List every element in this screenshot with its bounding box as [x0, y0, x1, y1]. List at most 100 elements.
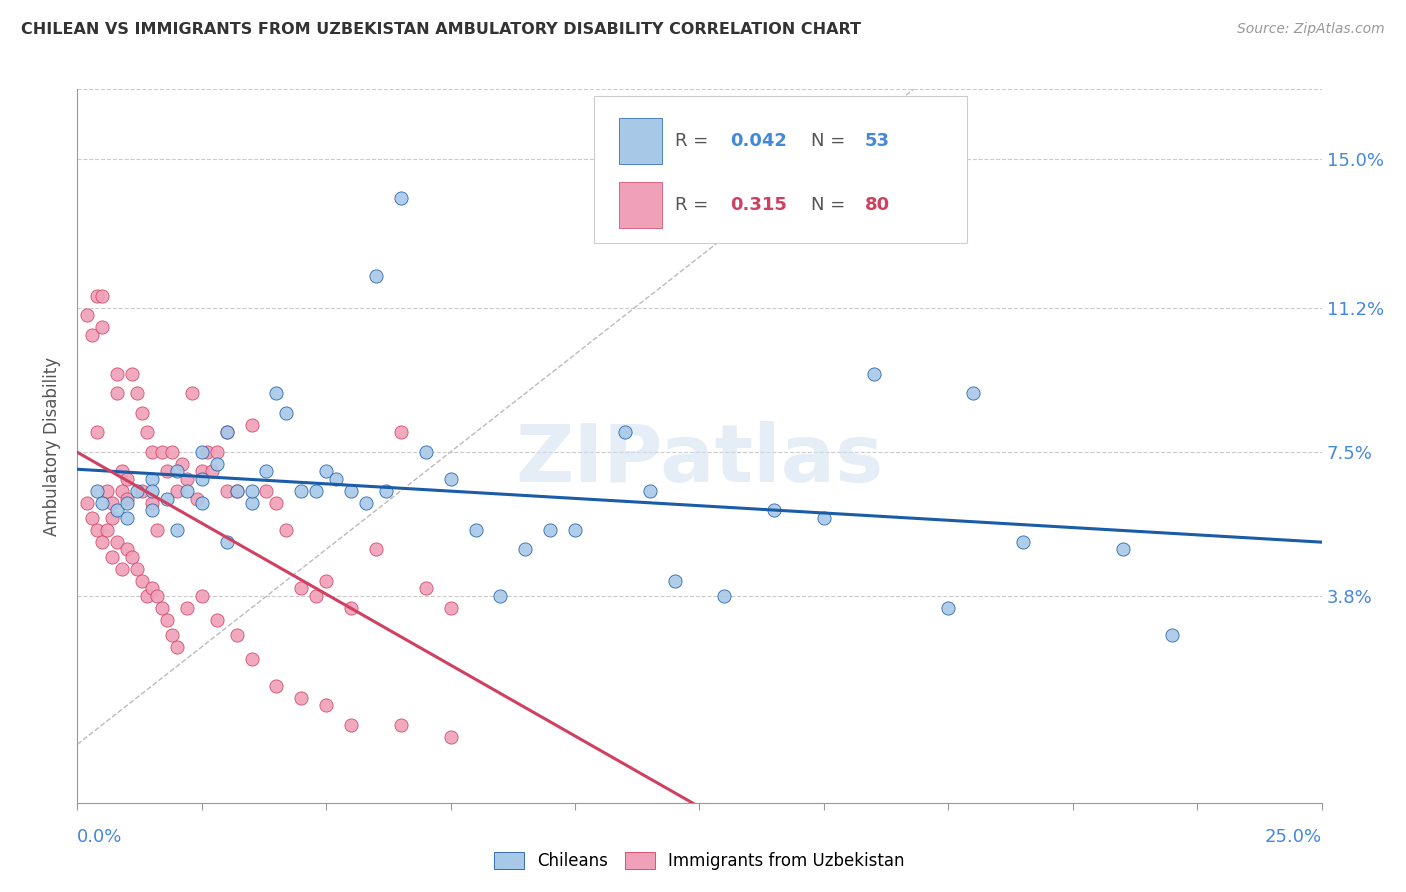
Point — [315, 574, 337, 588]
Point — [290, 690, 312, 705]
Point — [195, 445, 218, 459]
Point — [86, 289, 108, 303]
Point — [156, 464, 179, 478]
Point — [215, 425, 238, 440]
Point — [105, 386, 128, 401]
Point — [101, 550, 124, 565]
Point — [86, 523, 108, 537]
Text: 0.315: 0.315 — [731, 196, 787, 214]
Text: 0.042: 0.042 — [731, 132, 787, 150]
Point — [141, 445, 163, 459]
Point — [240, 483, 263, 498]
Y-axis label: Ambulatory Disability: Ambulatory Disability — [44, 357, 62, 535]
Text: N =: N = — [811, 132, 852, 150]
Point — [315, 698, 337, 713]
Point — [176, 600, 198, 615]
Point — [201, 464, 224, 478]
Text: R =: R = — [675, 132, 714, 150]
Point — [131, 406, 153, 420]
Point — [440, 472, 463, 486]
Point — [125, 386, 148, 401]
Point — [340, 600, 363, 615]
Point — [166, 640, 188, 654]
Point — [160, 445, 183, 459]
Text: 0.0%: 0.0% — [77, 828, 122, 846]
Point — [96, 523, 118, 537]
Point — [638, 483, 661, 498]
Point — [115, 495, 138, 509]
Point — [136, 589, 159, 603]
Point — [664, 574, 686, 588]
Point — [105, 367, 128, 381]
Point — [340, 718, 363, 732]
Point — [121, 367, 143, 381]
Point — [225, 483, 247, 498]
Point — [111, 464, 134, 478]
Point — [115, 542, 138, 557]
Point — [186, 491, 208, 506]
Point — [96, 483, 118, 498]
Text: Source: ZipAtlas.com: Source: ZipAtlas.com — [1237, 22, 1385, 37]
Point — [364, 542, 387, 557]
Point — [564, 523, 586, 537]
Point — [266, 679, 288, 693]
Point — [76, 495, 98, 509]
Point — [131, 574, 153, 588]
FancyBboxPatch shape — [619, 118, 662, 164]
Point — [82, 511, 104, 525]
Point — [166, 464, 188, 478]
Point — [111, 483, 134, 498]
Point — [101, 511, 124, 525]
Point — [141, 503, 163, 517]
Point — [170, 457, 193, 471]
Point — [141, 472, 163, 486]
Point — [415, 582, 437, 596]
Point — [240, 417, 263, 432]
Point — [115, 472, 138, 486]
Point — [166, 523, 188, 537]
Text: CHILEAN VS IMMIGRANTS FROM UZBEKISTAN AMBULATORY DISABILITY CORRELATION CHART: CHILEAN VS IMMIGRANTS FROM UZBEKISTAN AM… — [21, 22, 860, 37]
Point — [180, 386, 202, 401]
Point — [340, 483, 363, 498]
Point — [225, 628, 247, 642]
Point — [1111, 542, 1133, 557]
Point — [813, 511, 835, 525]
Point — [205, 457, 228, 471]
Point — [763, 503, 786, 517]
Point — [150, 445, 173, 459]
Point — [136, 425, 159, 440]
Point — [86, 425, 108, 440]
Point — [440, 600, 463, 615]
Point — [538, 523, 561, 537]
Point — [613, 425, 636, 440]
Point — [141, 483, 163, 498]
Point — [115, 511, 138, 525]
Point — [191, 495, 214, 509]
Point — [374, 483, 396, 498]
Point — [389, 191, 412, 205]
Point — [938, 600, 960, 615]
Point — [290, 483, 312, 498]
Point — [415, 445, 437, 459]
Text: 80: 80 — [865, 196, 890, 214]
Point — [141, 495, 163, 509]
Point — [1161, 628, 1184, 642]
Point — [240, 651, 263, 665]
Text: N =: N = — [811, 196, 852, 214]
Point — [389, 425, 412, 440]
Point — [86, 483, 108, 498]
Point — [191, 445, 214, 459]
Point — [240, 495, 263, 509]
Point — [1012, 534, 1035, 549]
Point — [315, 464, 337, 478]
Point — [160, 628, 183, 642]
Point — [713, 589, 735, 603]
Point — [105, 534, 128, 549]
Point — [489, 589, 512, 603]
Point — [389, 718, 412, 732]
Point — [205, 613, 228, 627]
Point — [305, 589, 328, 603]
Point — [266, 386, 288, 401]
FancyBboxPatch shape — [619, 182, 662, 228]
Point — [141, 582, 163, 596]
